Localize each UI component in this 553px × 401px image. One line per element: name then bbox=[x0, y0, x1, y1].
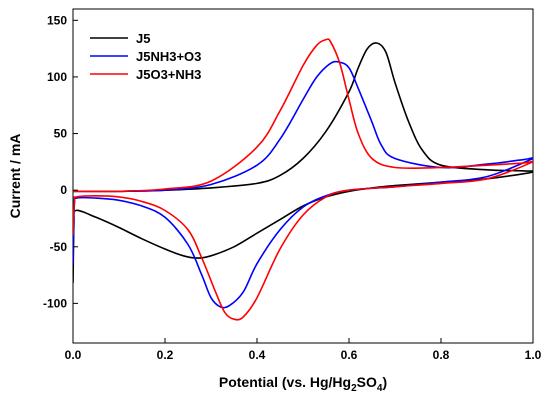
y-tick-label: 150 bbox=[47, 13, 67, 27]
x-tick-label: 0.2 bbox=[157, 348, 174, 362]
x-tick-label: 0.4 bbox=[249, 348, 266, 362]
y-tick-label: -100 bbox=[43, 296, 67, 310]
series-line-j5nh3-o3 bbox=[73, 60, 533, 309]
legend-label-j5nh3-o3: J5NH3+O3 bbox=[136, 49, 201, 64]
series-line-j5o3-nh3 bbox=[73, 38, 533, 321]
y-axis: -100 -50 0 50 100 150 bbox=[43, 13, 78, 310]
y-axis-label: Current / mA bbox=[7, 134, 23, 219]
x-axis: 0.0 0.2 0.4 0.6 0.8 1.0 bbox=[65, 338, 542, 362]
legend-label-j5: J5 bbox=[136, 31, 150, 46]
x-axis-label: Potential (vs. Hg/Hg2SO4) bbox=[219, 374, 387, 394]
x-tick-label: 0.0 bbox=[65, 348, 82, 362]
y-tick-label: 50 bbox=[54, 127, 68, 141]
x-tick-label: 0.6 bbox=[341, 348, 358, 362]
x-tick-label: 1.0 bbox=[525, 348, 542, 362]
series-layer bbox=[73, 38, 533, 321]
plot-frame bbox=[72, 8, 534, 344]
legend: J5 J5NH3+O3 J5O3+NH3 bbox=[90, 31, 201, 82]
y-tick-label: 100 bbox=[47, 70, 67, 84]
y-tick-label: 0 bbox=[60, 183, 67, 197]
x-tick-label: 0.8 bbox=[433, 348, 450, 362]
series-line-j5 bbox=[73, 42, 533, 284]
legend-label-j5o3-nh3: J5O3+NH3 bbox=[136, 67, 201, 82]
y-tick-label: -50 bbox=[50, 240, 68, 254]
